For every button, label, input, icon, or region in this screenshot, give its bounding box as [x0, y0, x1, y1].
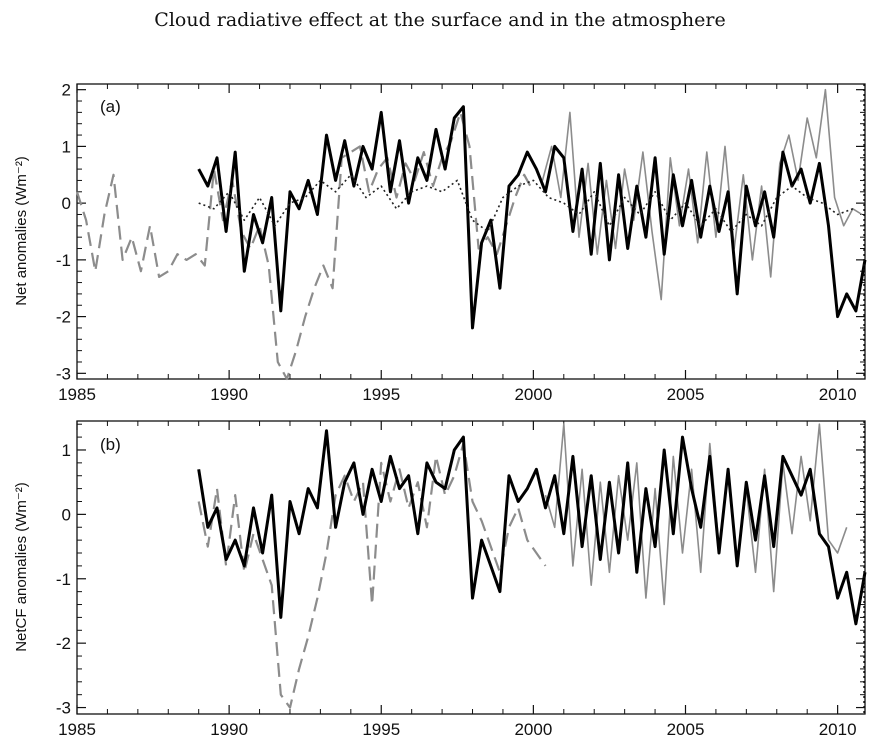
panel-a-xtick-label-2000: 2000	[514, 385, 552, 404]
panel-b-ytick-label--3: -3	[56, 699, 71, 718]
panel-b-ytick-label--1: -1	[56, 570, 71, 589]
panel-b-xtick-label-2005: 2005	[667, 720, 705, 739]
panel-b-frame	[76, 420, 866, 715]
panel-b-ylabel: NetCF anomalies (Wm⁻²)	[13, 482, 30, 652]
panel-a-ytick-label--2: -2	[56, 308, 71, 327]
panel-a-frame	[76, 83, 866, 380]
panel-a-ytick-label--1: -1	[56, 251, 71, 270]
panel-b-ticks: 1985 1990 1995 2000 2005 2010 -3 -2 -1 0 1	[56, 421, 865, 739]
panel-b-label: (b)	[100, 435, 121, 454]
panel-b-xtick-label-1995: 1995	[362, 720, 400, 739]
panel-a-ticks: 1985 1990 1995 2000 2005 2010 -3 -2 -1 0 1 2	[56, 81, 865, 404]
panel-b-xtick-label-1985: 1985	[58, 720, 96, 739]
panel-b-xtick-label-1990: 1990	[210, 720, 248, 739]
panel-a-ytick-label-0: 0	[62, 194, 71, 213]
panel-b-series-gray-dashed	[197, 442, 547, 709]
panel-b-ytick-label-1: 1	[62, 441, 71, 460]
panel-b-series-gray-thin	[544, 423, 848, 606]
panel-a-series	[75, 84, 867, 381]
panel-b-xtick-label-2010: 2010	[819, 720, 857, 739]
panel-a-xtick-label-2005: 2005	[667, 385, 705, 404]
panel-a-xtick-label-1990: 1990	[210, 385, 248, 404]
panel-a-label: (a)	[100, 97, 121, 116]
figure-title: Cloud radiative effect at the surface an…	[154, 9, 725, 31]
panel-b-xtick-label-2000: 2000	[514, 720, 552, 739]
panel-b-series-black-thick	[197, 429, 867, 626]
panel-a-xtick-label-2010: 2010	[819, 385, 857, 404]
panel-a-xtick-label-1985: 1985	[58, 385, 96, 404]
panel-a-xtick-label-1995: 1995	[362, 385, 400, 404]
panel-a-ytick-label-1: 1	[62, 137, 71, 156]
panel-b-ytick-label--2: -2	[56, 634, 71, 653]
panel-b: (b) NetCF anomalies (Wm⁻²) 1985 1990 1995 2…	[13, 420, 867, 739]
panel-a: (a) Net anomalies (Wm⁻²) 1985 1990 1995 200…	[13, 81, 867, 404]
panel-b-ytick-label-0: 0	[62, 505, 71, 524]
panel-a-ytick-label--3: -3	[56, 364, 71, 383]
panel-a-series-gray-thin	[541, 88, 863, 301]
panel-a-ylabel: Net anomalies (Wm⁻²)	[13, 156, 30, 306]
panel-b-series	[197, 421, 867, 714]
panel-a-series-gray-dashed	[75, 111, 535, 381]
panel-a-ytick-label-2: 2	[62, 81, 71, 100]
